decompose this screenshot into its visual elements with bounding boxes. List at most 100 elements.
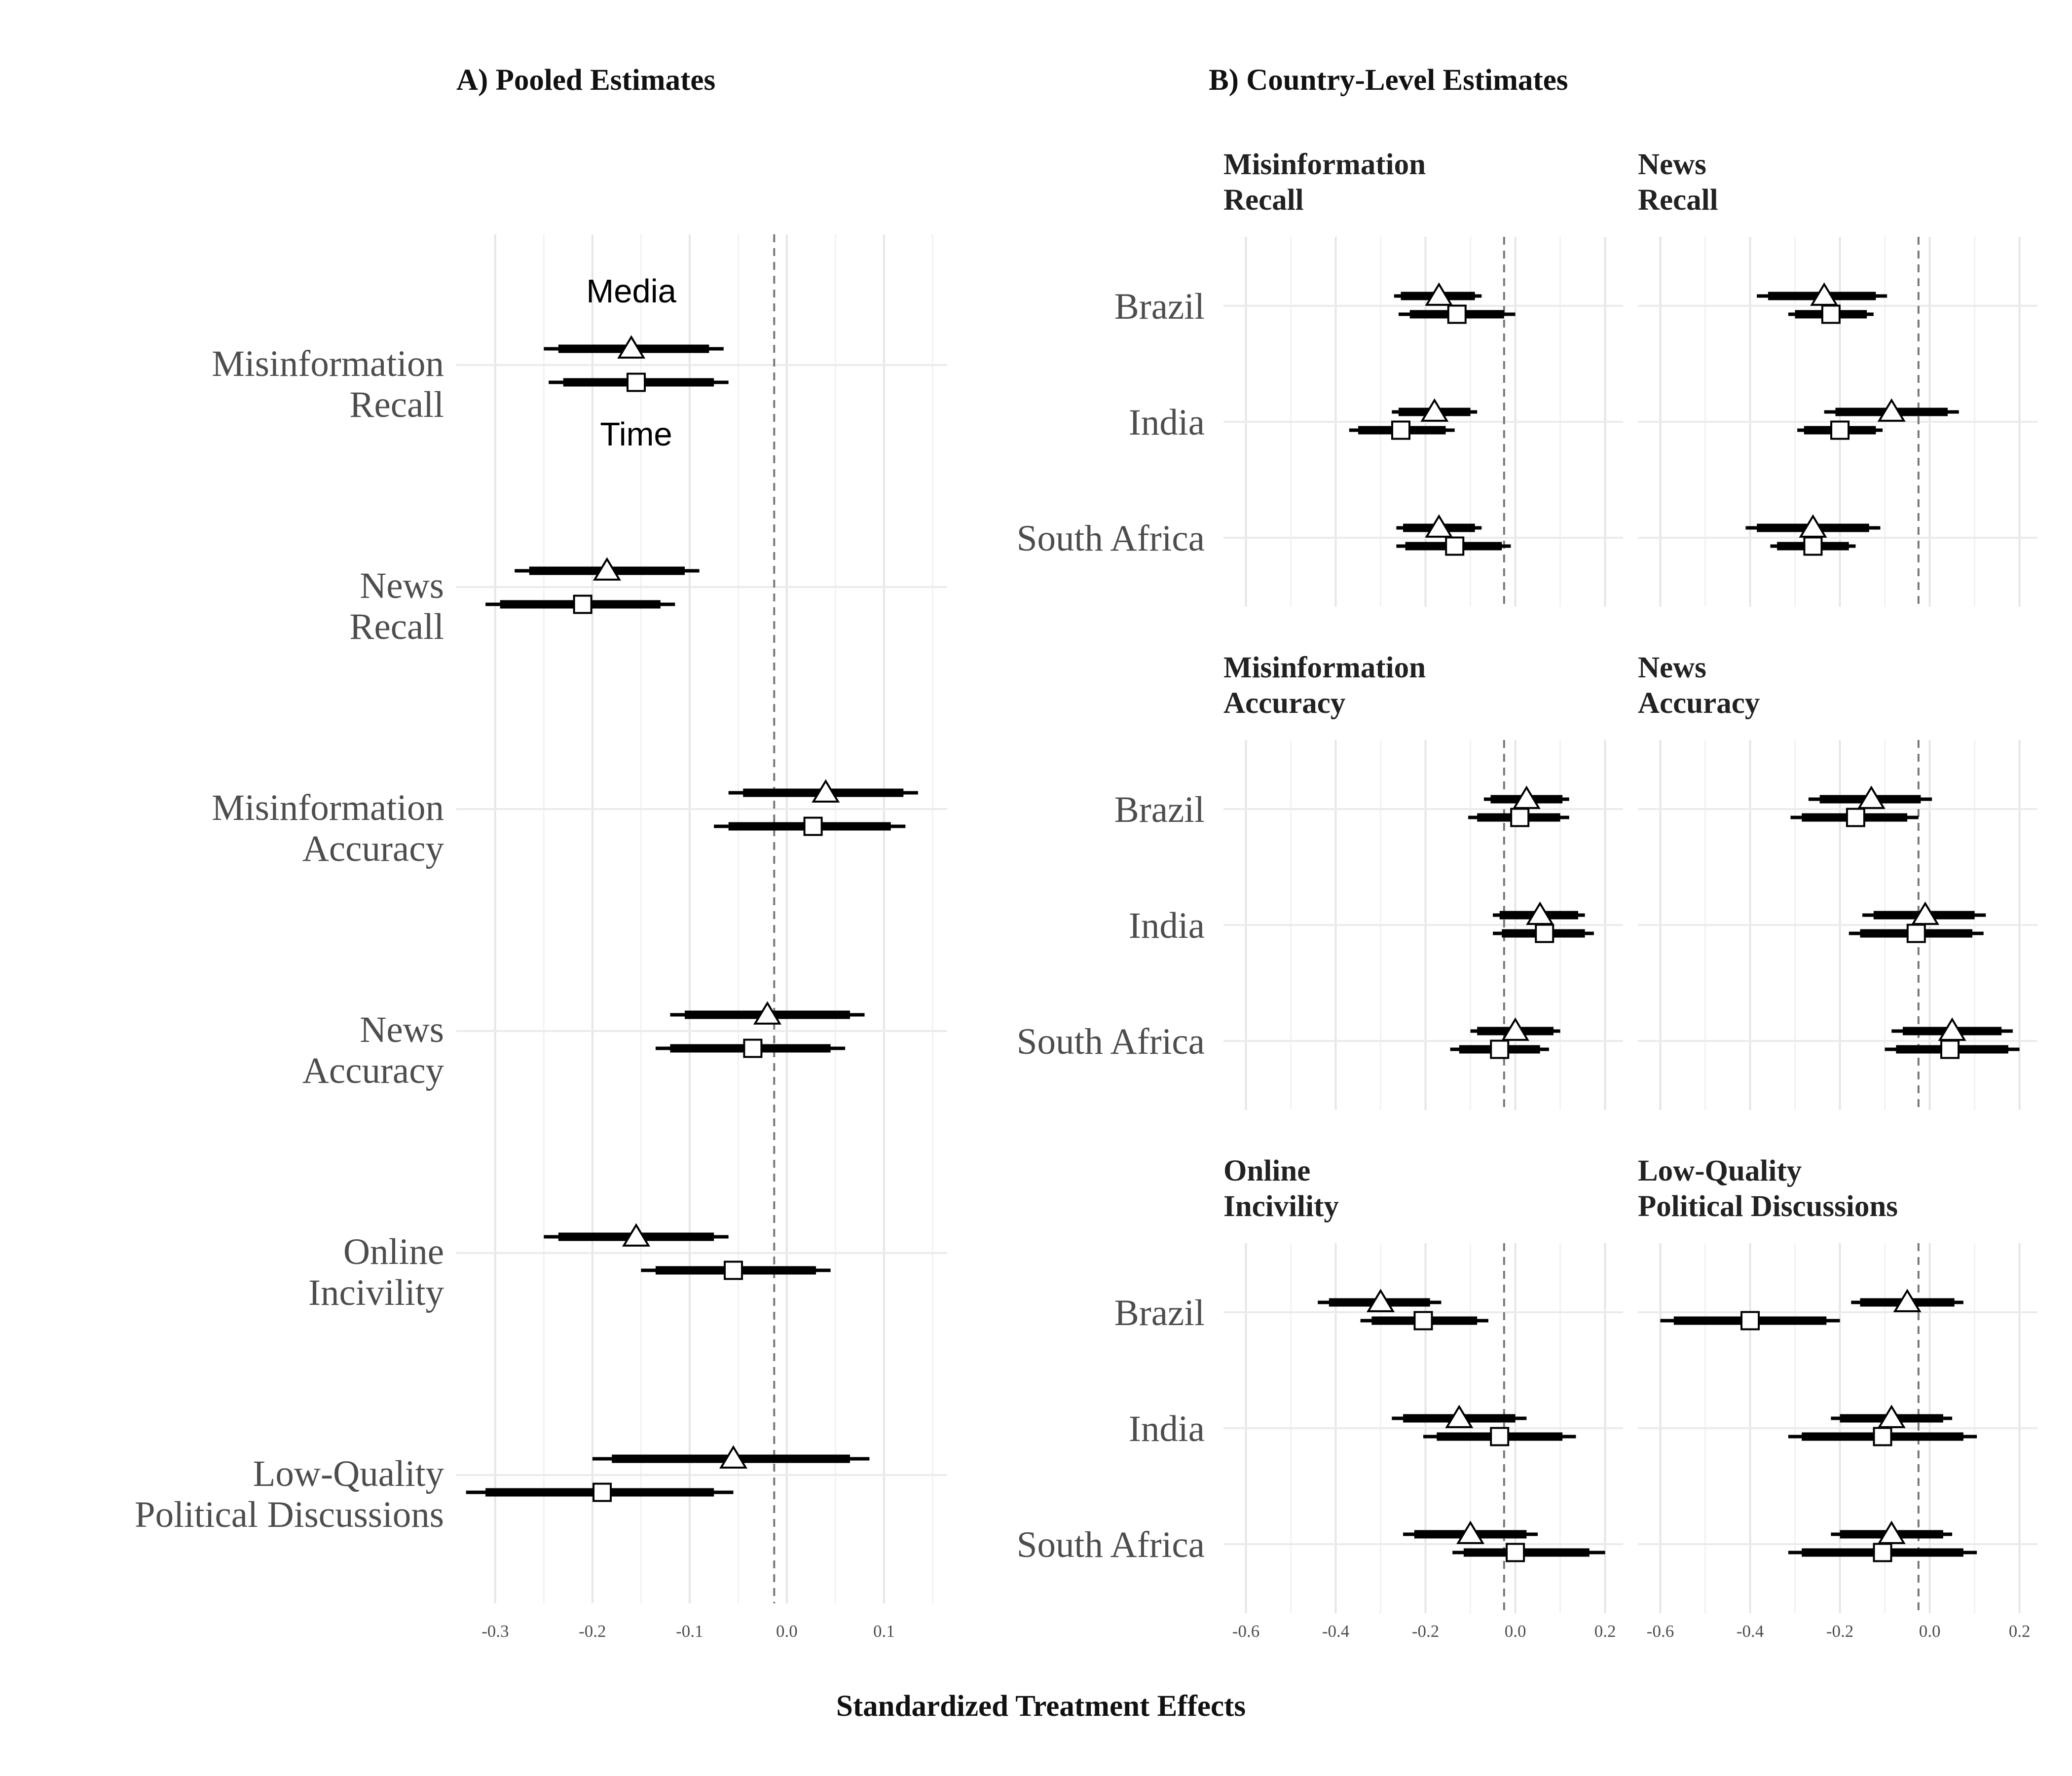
x-tick-label: -0.4: [1322, 1622, 1349, 1641]
facet-title: Political Discussions: [1638, 1190, 1898, 1223]
time-marker: [1506, 1543, 1525, 1562]
facet-title: News: [1638, 148, 1706, 181]
media-marker: [1425, 514, 1453, 538]
country-label: India: [1129, 402, 1205, 443]
country-label: Brazil: [1114, 1293, 1205, 1333]
country-label: Brazil: [1114, 789, 1205, 830]
panel-a-title: A) Pooled Estimates: [456, 64, 715, 97]
media-marker: [592, 557, 621, 581]
country-label: South Africa: [1017, 1524, 1205, 1565]
x-axis-label: Standardized Treatment Effects: [836, 1690, 1246, 1723]
media-marker: [812, 779, 840, 803]
x-tick-label: -0.6: [1232, 1622, 1259, 1641]
x-tick-label: -0.6: [1647, 1622, 1674, 1641]
time-marker: [1940, 1039, 1960, 1059]
facet-title: Incivility: [1223, 1190, 1339, 1223]
country-label: India: [1129, 905, 1205, 946]
media-marker: [617, 335, 646, 359]
media-marker: [1857, 785, 1886, 809]
time-marker: [1846, 808, 1865, 827]
outcome-label: Online: [343, 1231, 444, 1272]
facet-title: Online: [1223, 1154, 1310, 1187]
media-annotation: Media: [586, 273, 676, 310]
time-marker: [1830, 420, 1850, 440]
x-tick-label: -0.3: [481, 1622, 509, 1641]
media-marker: [1893, 1289, 1922, 1312]
x-tick-label: -0.1: [676, 1622, 703, 1641]
facet-title: Accuracy: [1223, 687, 1345, 720]
outcome-label: Accuracy: [302, 828, 444, 869]
x-tick-label: 0.2: [2009, 1622, 2031, 1641]
outcome-label: Political Discussions: [135, 1494, 444, 1535]
time-marker: [1510, 808, 1530, 827]
media-marker: [1877, 398, 1906, 422]
country-label: Brazil: [1114, 286, 1205, 327]
panel-b-title: B) Country-Level Estimates: [1209, 64, 1568, 97]
outcome-label: Recall: [349, 606, 444, 647]
facet-title: Misinformation: [1223, 651, 1426, 684]
facet-title: Misinformation: [1223, 148, 1426, 181]
country-label: India: [1129, 1408, 1205, 1449]
facet-title: Low-Quality: [1638, 1154, 1802, 1187]
time-marker: [1445, 536, 1465, 556]
outcome-label: Recall: [349, 384, 444, 425]
facet-title: Recall: [1223, 184, 1304, 217]
time-marker: [1803, 536, 1823, 556]
time-marker: [1413, 1311, 1433, 1331]
x-tick-label: -0.2: [579, 1622, 606, 1641]
time-marker: [1535, 924, 1554, 943]
facet-title: Recall: [1638, 184, 1718, 217]
time-marker: [1906, 924, 1926, 943]
x-tick-label: -0.2: [1412, 1622, 1439, 1641]
media-marker: [1456, 1520, 1485, 1544]
time-annotation: Time: [600, 416, 672, 453]
time-marker: [803, 816, 823, 836]
time-marker: [1873, 1427, 1892, 1446]
media-marker: [622, 1223, 651, 1247]
country-label: South Africa: [1017, 1021, 1205, 1062]
x-tick-label: 0.0: [1505, 1622, 1526, 1641]
outcome-label: Incivility: [308, 1272, 444, 1313]
media-marker: [1420, 398, 1449, 422]
x-tick-label: -0.4: [1737, 1622, 1764, 1641]
facet-title: News: [1638, 651, 1706, 684]
media-marker: [1501, 1017, 1530, 1041]
media-marker: [1445, 1405, 1474, 1428]
x-tick-label: -0.2: [1826, 1622, 1853, 1641]
outcome-label: News: [360, 565, 444, 606]
x-tick-label: 0.2: [1594, 1622, 1616, 1641]
outcome-label: Misinformation: [212, 343, 444, 384]
time-marker: [724, 1260, 743, 1280]
time-marker: [1447, 304, 1467, 324]
x-tick-label: 0.1: [873, 1622, 895, 1641]
outcome-label: Low-Quality: [253, 1453, 444, 1494]
time-marker: [1391, 420, 1410, 440]
country-label: South Africa: [1017, 518, 1205, 559]
time-marker: [1740, 1311, 1760, 1331]
time-marker: [1490, 1039, 1510, 1059]
media-marker: [1425, 282, 1453, 306]
time-marker: [743, 1038, 763, 1058]
media-marker: [1367, 1289, 1395, 1312]
time-marker: [592, 1482, 612, 1502]
facet-title: Accuracy: [1638, 687, 1760, 720]
outcome-label: News: [360, 1009, 444, 1050]
pooled-estimates-plot: MisinformationRecallNewsRecallMisinforma…: [135, 234, 947, 1641]
media-marker: [719, 1445, 748, 1469]
outcome-label: Misinformation: [212, 787, 444, 828]
x-tick-label: 0.0: [1919, 1622, 1941, 1641]
media-marker: [753, 1001, 782, 1025]
time-marker: [573, 594, 592, 614]
outcome-label: Accuracy: [302, 1050, 444, 1091]
time-marker: [1873, 1543, 1892, 1562]
time-marker: [1821, 304, 1841, 324]
time-marker: [1490, 1427, 1510, 1446]
